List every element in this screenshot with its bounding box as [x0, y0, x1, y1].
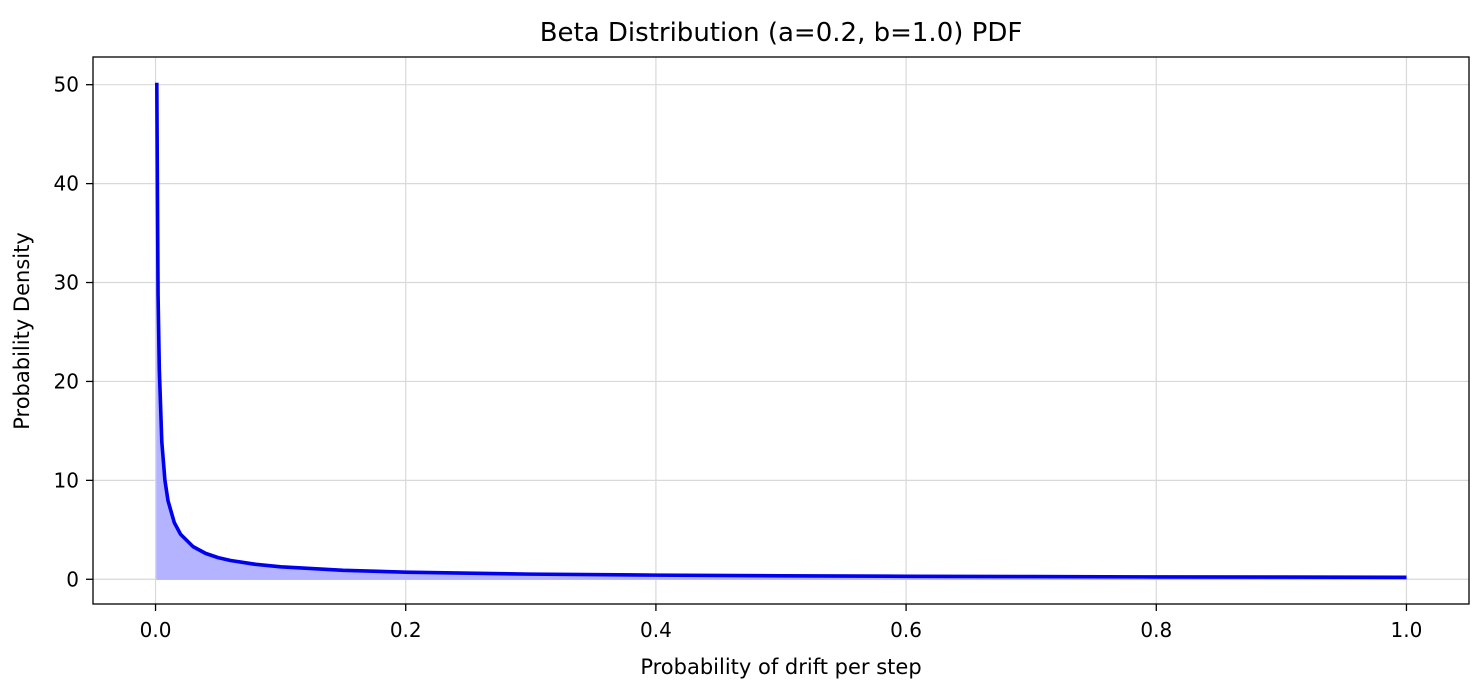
chart-title: Beta Distribution (a=0.2, b=1.0) PDF — [540, 18, 1023, 48]
y-tick-label: 20 — [54, 369, 79, 393]
x-tick-label: 0.6 — [890, 618, 922, 642]
x-tick-label: 0.2 — [390, 618, 422, 642]
x-tick-label: 0.0 — [140, 618, 172, 642]
line-layer — [155, 82, 1407, 580]
x-tick-label: 1.0 — [1391, 618, 1423, 642]
x-tick-label: 0.4 — [640, 618, 672, 642]
y-tick-label: 10 — [54, 468, 79, 492]
y-axis-label: Probability Density — [10, 232, 34, 430]
x-tick-label: 0.8 — [1140, 618, 1172, 642]
x-axis-label: Probability of drift per step — [640, 655, 921, 679]
y-tick-label: 0 — [66, 567, 79, 591]
pdf-curve-line — [155, 82, 1407, 580]
area-layer — [156, 82, 1408, 580]
grid-layer — [93, 57, 1469, 604]
y-tick-label: 30 — [54, 271, 79, 295]
y-axis: 0 10 20 30 40 50 — [54, 73, 93, 591]
y-tick-label: 40 — [54, 172, 79, 196]
y-tick-label: 50 — [54, 73, 79, 97]
plot-frame — [92, 56, 1470, 605]
x-axis: 0.0 0.2 0.4 0.6 0.8 1.0 — [140, 604, 1423, 642]
pdf-area-fill — [156, 82, 1408, 580]
